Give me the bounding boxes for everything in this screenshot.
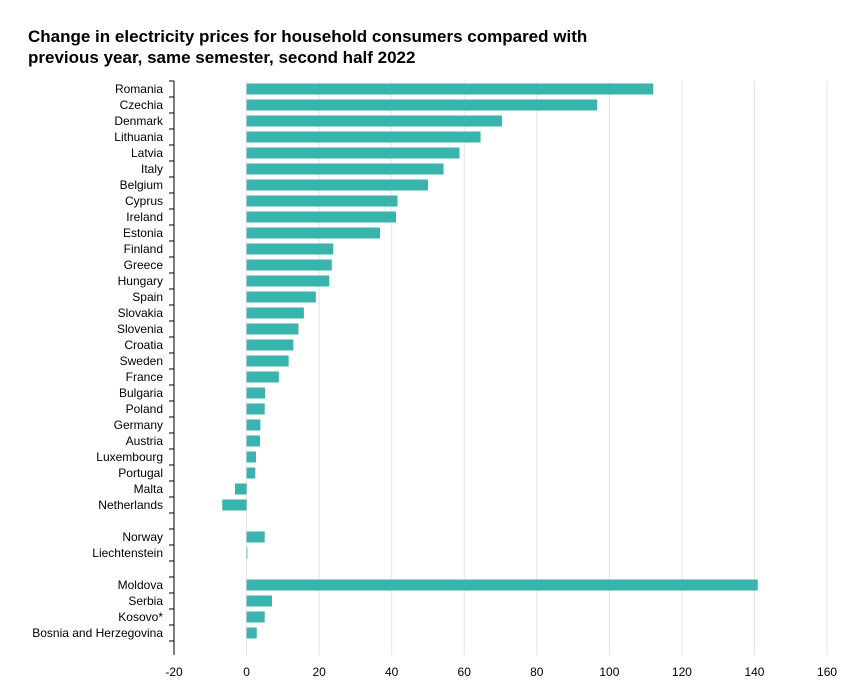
bar bbox=[246, 339, 294, 351]
category-labels: Romania Czechia Denmark Lithuania Latvia Ital… bbox=[32, 82, 164, 640]
bar bbox=[246, 291, 316, 303]
category-label: Czechia bbox=[120, 98, 164, 112]
bar bbox=[246, 579, 758, 591]
bar bbox=[246, 195, 398, 207]
category-label: Germany bbox=[114, 418, 163, 432]
category-label: Bosnia and Herzegovina bbox=[32, 626, 163, 640]
bar bbox=[246, 419, 261, 431]
bar bbox=[246, 355, 289, 367]
category-label: Croatia bbox=[124, 338, 163, 352]
bar bbox=[246, 435, 260, 447]
category-label: Hungary bbox=[118, 274, 163, 288]
bar bbox=[246, 147, 460, 159]
category-label: Ireland bbox=[126, 210, 163, 224]
x-tick-label: -20 bbox=[165, 665, 183, 679]
x-tick-label: 0 bbox=[243, 665, 250, 679]
x-tick-label: 100 bbox=[599, 665, 619, 679]
x-tick-label: 20 bbox=[312, 665, 326, 679]
category-label: Netherlands bbox=[98, 498, 163, 512]
bar bbox=[246, 259, 332, 271]
bar bbox=[246, 211, 397, 223]
y-axis bbox=[169, 80, 175, 655]
x-tick-label: 120 bbox=[672, 665, 692, 679]
bar bbox=[246, 627, 257, 639]
category-label: Portugal bbox=[118, 466, 163, 480]
category-label: Spain bbox=[132, 290, 163, 304]
category-label: France bbox=[126, 370, 164, 384]
category-label: Luxembourg bbox=[96, 450, 163, 464]
category-label: Latvia bbox=[131, 146, 163, 160]
category-label: Estonia bbox=[123, 226, 163, 240]
category-label: Cyprus bbox=[125, 194, 163, 208]
bar bbox=[246, 323, 299, 335]
category-label: Belgium bbox=[120, 178, 163, 192]
category-label: Romania bbox=[115, 82, 163, 96]
x-tick-label: 60 bbox=[458, 665, 472, 679]
bar bbox=[246, 451, 256, 463]
bar bbox=[246, 115, 502, 127]
bar bbox=[246, 83, 654, 95]
bar bbox=[246, 179, 428, 191]
bar bbox=[246, 547, 248, 559]
gridlines bbox=[246, 81, 828, 655]
bar bbox=[246, 611, 265, 623]
category-label: Moldova bbox=[118, 578, 164, 592]
category-label: Poland bbox=[126, 402, 163, 416]
category-label: Liechtenstein bbox=[92, 546, 163, 560]
category-label: Denmark bbox=[114, 114, 164, 128]
category-label: Sweden bbox=[120, 354, 163, 368]
category-label: Lithuania bbox=[114, 130, 163, 144]
bar bbox=[246, 371, 279, 383]
bar bbox=[234, 483, 247, 495]
chart-title-line-2: previous year, same semester, second hal… bbox=[28, 48, 416, 67]
category-label: Austria bbox=[126, 434, 164, 448]
bar bbox=[222, 499, 247, 511]
bar bbox=[246, 131, 481, 143]
bar bbox=[246, 99, 598, 111]
bar bbox=[246, 275, 330, 287]
chart-title-line-1: Change in electricity prices for househo… bbox=[28, 27, 588, 46]
category-label: Italy bbox=[141, 162, 163, 176]
x-tick-label: 160 bbox=[817, 665, 837, 679]
bars bbox=[222, 83, 758, 639]
bar bbox=[246, 531, 265, 543]
bar bbox=[246, 243, 334, 255]
category-label: Kosovo* bbox=[118, 610, 163, 624]
category-label: Slovakia bbox=[118, 306, 164, 320]
category-label: Bulgaria bbox=[119, 386, 163, 400]
x-tick-label: 80 bbox=[530, 665, 544, 679]
bar bbox=[246, 163, 444, 175]
chart-title: Change in electricity prices for househo… bbox=[28, 26, 828, 68]
bar bbox=[246, 467, 256, 479]
category-label: Slovenia bbox=[117, 322, 163, 336]
category-label: Malta bbox=[134, 482, 164, 496]
category-label: Greece bbox=[124, 258, 164, 272]
bar bbox=[246, 307, 304, 319]
bar bbox=[246, 387, 266, 399]
category-label: Finland bbox=[124, 242, 163, 256]
x-tick-label: 40 bbox=[385, 665, 399, 679]
bar bbox=[246, 227, 381, 239]
category-label: Serbia bbox=[128, 594, 163, 608]
bar bbox=[246, 595, 272, 607]
x-tick-labels: -20 0 20 40 60 80 100 120 140 160 bbox=[165, 665, 837, 679]
category-label: Norway bbox=[122, 530, 163, 544]
x-tick-label: 140 bbox=[744, 665, 764, 679]
bar bbox=[246, 403, 265, 415]
